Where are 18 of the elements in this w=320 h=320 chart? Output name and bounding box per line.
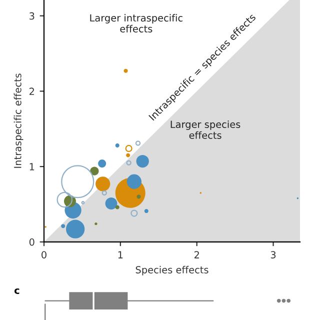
x-tick-label: 3	[270, 251, 276, 258]
point	[126, 160, 132, 166]
text: c	[14, 288, 20, 294]
y-tick-label: 0	[29, 238, 34, 246]
y-tick-label: 1	[30, 163, 34, 170]
point	[130, 210, 138, 217]
point	[125, 144, 132, 152]
x-tick-label: 2	[194, 251, 199, 258]
annotation: Larger species effects	[170, 120, 240, 139]
point	[102, 190, 107, 196]
y-tick-label: 2	[30, 88, 34, 95]
annotation: Larger intraspecific effects	[90, 14, 182, 32]
y-tick-label: 3	[30, 12, 34, 20]
x-tick-label: 1	[118, 251, 123, 258]
point	[135, 140, 141, 146]
x-axis-title: Species effects	[136, 266, 208, 276]
y-axis-title: Intraspecific effects	[14, 74, 24, 168]
x-tick-label: 0	[42, 251, 46, 258]
